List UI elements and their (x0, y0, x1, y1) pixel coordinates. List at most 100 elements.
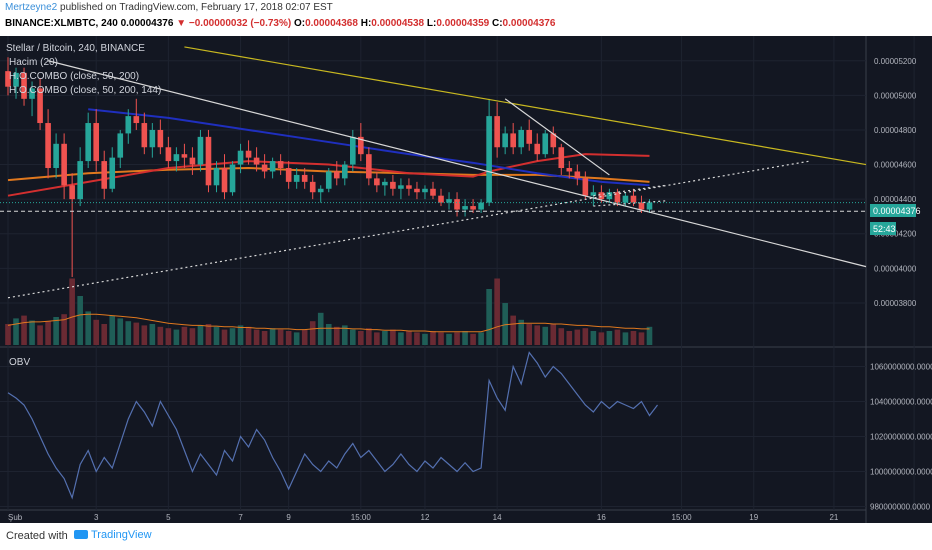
volume-bar (341, 325, 348, 345)
symbol-label[interactable]: BINANCE:XLMBTC, 240 (5, 18, 118, 29)
last-price-badge: 0.00004376 (873, 206, 921, 216)
chart-svg[interactable]: 0.00005200 0.00005000 0.00004800 0.00004600… (0, 36, 932, 523)
candle-body (141, 123, 148, 148)
time-tick-label: 9 (286, 513, 291, 522)
low-value: 0.00004359 (436, 18, 490, 29)
last-price-badge-bg (870, 204, 916, 217)
candle-body (341, 164, 348, 179)
volume-bar (77, 296, 83, 345)
volume-bar (582, 328, 589, 345)
candle-body (13, 72, 19, 87)
candle-body (157, 129, 164, 148)
price-tick-label: 0.00004400 (874, 195, 917, 204)
open-label: O: (293, 18, 306, 29)
price-tick-label: 0.00004600 (874, 161, 917, 170)
candle-body (333, 171, 340, 179)
volume-bar (45, 321, 51, 345)
volume-bar (406, 331, 412, 345)
candle-body (422, 188, 428, 193)
time-tick-label: 3 (94, 513, 99, 522)
volume-bar (438, 332, 444, 345)
volume-bar (229, 328, 236, 345)
time-tick-label: 14 (493, 513, 502, 522)
volume-bar (349, 329, 356, 345)
candle-body (245, 150, 252, 158)
candle-body (125, 116, 132, 134)
candle-body (542, 133, 549, 155)
legend-title: Stellar / Bitcoin, 240, BINANCE (6, 43, 145, 54)
volume-bar (486, 289, 492, 345)
chart-area[interactable]: 0.00005200 0.00005000 0.00004800 0.00004600… (0, 36, 932, 523)
candle-body (21, 72, 27, 99)
close-label: C: (491, 18, 503, 29)
volume-bar (622, 332, 629, 345)
volume-bar (269, 328, 276, 345)
volume-bar (446, 333, 452, 345)
volume-bar (253, 329, 260, 345)
candle-body (5, 71, 11, 87)
volume-bar (614, 329, 621, 345)
candle-body (478, 202, 484, 210)
candle-body (398, 185, 404, 189)
volume-bar (237, 325, 244, 345)
volume-bar (414, 332, 420, 345)
countdown-badge: 52:43 (873, 224, 896, 234)
author-link[interactable]: Mertzeyne2 (5, 2, 58, 13)
candle-body (502, 133, 508, 148)
trendline (184, 46, 867, 166)
candle-body (462, 206, 468, 210)
candle-body (77, 161, 83, 200)
volume-bar (638, 332, 645, 345)
volume-bar (29, 320, 35, 345)
price-tick-label: 0.00004800 (874, 126, 917, 135)
candle-body (69, 185, 75, 200)
ohlc-line: BINANCE:XLMBTC, 240 0.00004376 ▼ −0.0000… (5, 18, 555, 29)
candle-body (590, 192, 597, 196)
candle-body (638, 202, 645, 210)
volume-bar (494, 278, 500, 345)
volume-bar (109, 315, 116, 345)
time-tick-label: 21 (829, 513, 838, 522)
volume-bar (205, 324, 212, 345)
change-arrow: ▼ (176, 18, 187, 29)
volume-bar (5, 324, 11, 345)
volume-bar (213, 326, 220, 345)
countdown-badge-bg (870, 222, 896, 235)
volume-bar (85, 311, 91, 345)
volume-bar (221, 329, 228, 345)
volume-bar (125, 321, 132, 345)
tradingview-brand[interactable]: TradingView (74, 529, 152, 541)
candle-body (630, 195, 637, 203)
volume-bar (325, 324, 332, 345)
volume-bar (61, 314, 67, 345)
volume-bar (165, 328, 172, 345)
candle-body (213, 168, 220, 186)
volume-bar (117, 318, 124, 345)
candle-body (61, 143, 67, 186)
change-value: −0.00000032 (−0.73%) (188, 18, 292, 29)
candle-body (518, 129, 525, 148)
volume-bar (510, 315, 516, 345)
trendline (7, 160, 810, 299)
volume-bar (333, 326, 340, 345)
volume-bar (21, 315, 27, 345)
candle-body (317, 188, 324, 193)
footer: Created with TradingView (0, 523, 932, 550)
candle-body (349, 136, 356, 165)
candle-body (486, 116, 492, 203)
volume-bar (13, 318, 19, 345)
candle-body (93, 123, 100, 162)
obv-tick-label: 980000000.0000 (870, 503, 931, 512)
candle-body (189, 157, 196, 165)
candle-body (470, 206, 476, 210)
candle-body (53, 143, 59, 169)
candle-body (309, 181, 316, 193)
volume-bar (197, 325, 204, 345)
candle-body (165, 147, 172, 162)
candle-body (494, 116, 500, 148)
candle-body (582, 178, 589, 196)
time-tick-label: 15:00 (351, 513, 372, 522)
volume-bar (374, 332, 380, 345)
candle-body (438, 195, 444, 203)
volume-bar (550, 324, 557, 345)
